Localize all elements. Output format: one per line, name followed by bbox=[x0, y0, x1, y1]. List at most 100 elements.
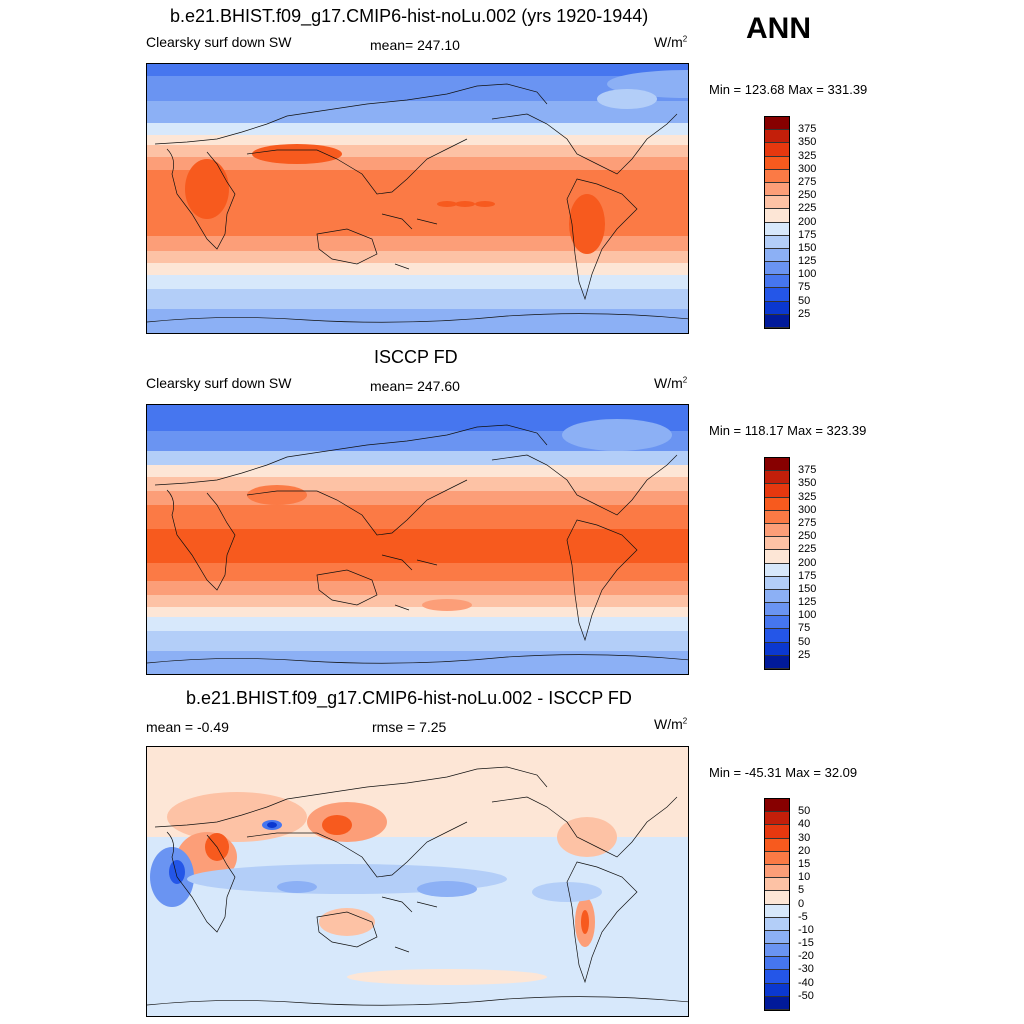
colorbar-swatch bbox=[765, 510, 789, 524]
colorbar-tick-label: 30 bbox=[798, 831, 811, 844]
colorbar-tick-label: 50 bbox=[798, 805, 811, 818]
colorbar-swatch bbox=[765, 196, 789, 210]
panel-obs-minmax: Min = 118.17 Max = 323.39 bbox=[709, 423, 867, 438]
colorbar-tick-label: -15 bbox=[798, 937, 814, 950]
colorbar-tick-label: -40 bbox=[798, 976, 814, 989]
colorbar-swatch bbox=[765, 484, 789, 498]
colorbar-tick-label: 325 bbox=[798, 490, 817, 503]
colorbar-swatch bbox=[765, 458, 789, 472]
panel-obs-title: ISCCP FD bbox=[374, 347, 458, 367]
colorbar-tick-label: 75 bbox=[798, 281, 811, 294]
colorbar-tick-label: 10 bbox=[798, 871, 811, 884]
panel-obs-colorbar bbox=[764, 457, 790, 670]
colorbar-tick-label: 150 bbox=[798, 582, 817, 595]
colorbar-tick-label: 50 bbox=[798, 635, 811, 648]
colorbar-swatch bbox=[765, 314, 789, 328]
colorbar-swatch bbox=[765, 576, 789, 590]
colorbar-tick-label: 5 bbox=[798, 884, 805, 897]
colorbar-tick-label: 350 bbox=[798, 477, 817, 490]
colorbar-swatch bbox=[765, 996, 789, 1010]
colorbar-swatch bbox=[765, 851, 789, 865]
colorbar-swatch bbox=[765, 130, 789, 144]
colorbar-tick-label: 200 bbox=[798, 556, 817, 569]
colorbar-tick-label: 275 bbox=[798, 516, 817, 529]
colorbar-swatch bbox=[765, 603, 789, 617]
colorbar-swatch bbox=[765, 799, 789, 813]
panel-model-variable-label: Clearsky surf down SW bbox=[146, 34, 292, 50]
panel-diff-title: b.e21.BHIST.f09_g17.CMIP6-hist-noLu.002 … bbox=[186, 688, 632, 708]
colorbar-tick-label: 175 bbox=[798, 569, 817, 582]
panel-diff-colorbar bbox=[764, 798, 790, 1011]
colorbar-swatch bbox=[765, 209, 789, 223]
colorbar-swatch bbox=[765, 497, 789, 511]
colorbar-swatch bbox=[765, 471, 789, 485]
colorbar-swatch bbox=[765, 182, 789, 197]
colorbar-tick-label: 200 bbox=[798, 215, 817, 228]
colorbar-swatch bbox=[765, 235, 789, 249]
colorbar-tick-label: 150 bbox=[798, 241, 817, 254]
colorbar-swatch bbox=[765, 550, 789, 564]
colorbar-swatch bbox=[765, 262, 789, 276]
panel-obs-map bbox=[146, 404, 689, 675]
colorbar-tick-label: 225 bbox=[798, 202, 817, 215]
colorbar-tick-label: -30 bbox=[798, 963, 814, 976]
colorbar-tick-label: 225 bbox=[798, 543, 817, 556]
panel-model-mean-label: mean= 247.10 bbox=[370, 37, 460, 53]
colorbar-tick-label: 20 bbox=[798, 844, 811, 857]
panel-model-title: b.e21.BHIST.f09_g17.CMIP6-hist-noLu.002 … bbox=[170, 6, 649, 26]
colorbar-swatch bbox=[765, 169, 789, 183]
colorbar-tick-label: 25 bbox=[798, 307, 811, 320]
colorbar-swatch bbox=[765, 222, 789, 236]
colorbar-tick-label: 0 bbox=[798, 897, 805, 910]
panel-obs-mean-label: mean= 247.60 bbox=[370, 378, 460, 394]
colorbar-swatch bbox=[765, 891, 789, 905]
colorbar-tick-label: 375 bbox=[798, 464, 817, 477]
colorbar-swatch bbox=[765, 523, 789, 538]
colorbar-swatch bbox=[765, 930, 789, 945]
colorbar-swatch bbox=[765, 629, 789, 643]
colorbar-swatch bbox=[765, 563, 789, 577]
colorbar-swatch bbox=[765, 904, 789, 918]
panel-obs-variable-label: Clearsky surf down SW bbox=[146, 375, 292, 391]
colorbar-tick-label: -50 bbox=[798, 989, 814, 1002]
panel-diff-units: W/m2 bbox=[654, 716, 688, 732]
colorbar-tick-label: 75 bbox=[798, 622, 811, 635]
colorbar-swatch bbox=[765, 825, 789, 839]
season-label: ANN bbox=[746, 12, 811, 45]
colorbar-swatch bbox=[765, 537, 789, 551]
panel-diff-mean-label: mean = -0.49 bbox=[146, 719, 229, 735]
colorbar-tick-label: 375 bbox=[798, 123, 817, 136]
colorbar-swatch bbox=[765, 117, 789, 131]
colorbar-swatch bbox=[765, 275, 789, 289]
colorbar-tick-label: 125 bbox=[798, 596, 817, 609]
colorbar-tick-label: 175 bbox=[798, 228, 817, 241]
colorbar-tick-label: 300 bbox=[798, 503, 817, 516]
colorbar-swatch bbox=[765, 812, 789, 826]
colorbar-tick-label: -20 bbox=[798, 950, 814, 963]
panel-diff-rmse-label: rmse = 7.25 bbox=[372, 719, 447, 735]
colorbar-swatch bbox=[765, 878, 789, 892]
panel-model-minmax: Min = 123.68 Max = 331.39 bbox=[709, 82, 868, 97]
colorbar-tick-label: 25 bbox=[798, 648, 811, 661]
colorbar-swatch bbox=[765, 917, 789, 931]
colorbar-swatch bbox=[765, 288, 789, 302]
colorbar-tick-label: 100 bbox=[798, 268, 817, 281]
panel-model-units: W/m2 bbox=[654, 34, 688, 50]
colorbar-swatch bbox=[765, 838, 789, 852]
colorbar-swatch bbox=[765, 864, 789, 879]
colorbar-swatch bbox=[765, 248, 789, 263]
panel-obs-units: W/m2 bbox=[654, 375, 688, 391]
panel-model-map bbox=[146, 63, 689, 334]
colorbar-swatch bbox=[765, 655, 789, 669]
colorbar-swatch bbox=[765, 616, 789, 630]
colorbar-swatch bbox=[765, 957, 789, 971]
panel-diff-map bbox=[146, 746, 689, 1017]
colorbar-tick-label: 15 bbox=[798, 857, 811, 870]
colorbar-swatch bbox=[765, 301, 789, 315]
colorbar-swatch bbox=[765, 642, 789, 656]
colorbar-tick-label: 300 bbox=[798, 162, 817, 175]
panel-model-colorbar bbox=[764, 116, 790, 329]
colorbar-tick-label: -10 bbox=[798, 923, 814, 936]
panel-diff-minmax: Min = -45.31 Max = 32.09 bbox=[709, 765, 858, 780]
colorbar-swatch bbox=[765, 944, 789, 958]
